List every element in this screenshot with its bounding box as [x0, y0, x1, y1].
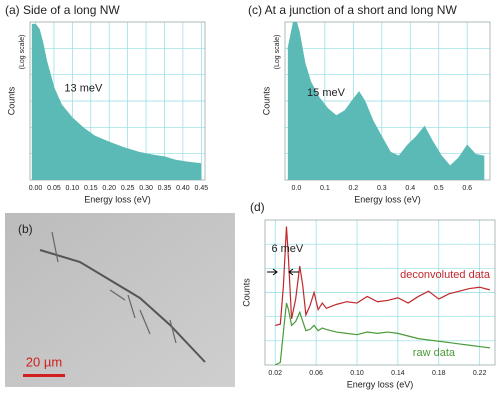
x-tick-label: 0.35	[158, 185, 172, 192]
x-tick-label: 0.18	[432, 370, 446, 377]
chart-panel: (a) Side of a long NW 0.00 0.05 0.10 0.15 0.2…	[5, 3, 208, 204]
x-tick-label: 0.15	[84, 185, 98, 192]
x-tick-label: 0.10	[66, 185, 80, 192]
x-tick-label: 0.3	[377, 185, 387, 192]
x-tick-label: 0.6	[462, 185, 472, 192]
x-tick-label: 0.02	[268, 370, 282, 377]
y-axis-label: Counts	[6, 86, 16, 115]
x-tick-label: 0.1	[320, 185, 330, 192]
x-tick-label: 0.45	[195, 185, 209, 192]
x-tick-label: 0.00	[29, 185, 43, 192]
annotation: 13 meV	[64, 82, 103, 94]
chart-panel: (c) At a junction of a short and long NW…	[248, 3, 491, 204]
x-tick-label: 0.20	[102, 185, 116, 192]
x-tick-label: 0.05	[47, 185, 61, 192]
arrow	[267, 268, 299, 276]
chart-title: (a) Side of a long NW	[5, 3, 120, 17]
x-tick-label: 0.30	[139, 185, 153, 192]
chart-panel: (d) 0.02 0.06 0.10 0.14 0.18 0.22 Energy loss (…	[241, 200, 496, 389]
area-edge	[31, 23, 202, 165]
x-axis-label: Energy loss (eV)	[84, 194, 151, 204]
x-tick-label: 0.40	[176, 185, 190, 192]
scale-bar-label: 20 µm	[26, 354, 62, 369]
x-tick-label: 0.0	[292, 185, 302, 192]
area-fill	[287, 22, 485, 180]
nanowire-branch	[51, 231, 177, 344]
x-axis-label: Energy loss (eV)	[354, 194, 421, 204]
y-axis-note: (Log scale)	[19, 35, 26, 70]
series-label: deconvoluted data	[400, 269, 491, 281]
y-axis-label: Counts	[261, 86, 271, 115]
x-tick-label: 0.5	[434, 185, 444, 192]
chart-title: (d)	[250, 200, 265, 214]
x-tick-label: 0.10	[350, 370, 364, 377]
series-label: raw data	[413, 347, 456, 359]
chart-title: (c) At a junction of a short and long NW	[248, 3, 457, 17]
x-tick-label: 0.25	[121, 185, 135, 192]
x-tick-label: 0.22	[473, 370, 487, 377]
micrograph	[5, 213, 235, 387]
annotation: 6 meV	[271, 243, 303, 255]
area-fill	[31, 24, 202, 180]
x-tick-label: 0.14	[391, 370, 405, 377]
x-tick-label: 0.2	[348, 185, 358, 192]
x-axis-label: Energy loss (eV)	[347, 379, 414, 389]
series-line	[274, 302, 490, 365]
x-tick-label: 0.4	[405, 185, 415, 192]
scale-bar	[23, 374, 65, 377]
y-axis-note: (Log scale)	[274, 35, 281, 70]
nanowire	[39, 249, 206, 363]
y-axis-label: Counts	[241, 278, 251, 307]
area-edge	[287, 22, 485, 167]
series-line	[275, 226, 491, 327]
annotation: 15 meV	[307, 87, 346, 99]
x-tick-label: 0.06	[309, 370, 323, 377]
image-panel: (b) 20 µm	[5, 213, 235, 387]
panel-label: (b)	[18, 222, 33, 236]
plot-frame	[264, 219, 496, 366]
